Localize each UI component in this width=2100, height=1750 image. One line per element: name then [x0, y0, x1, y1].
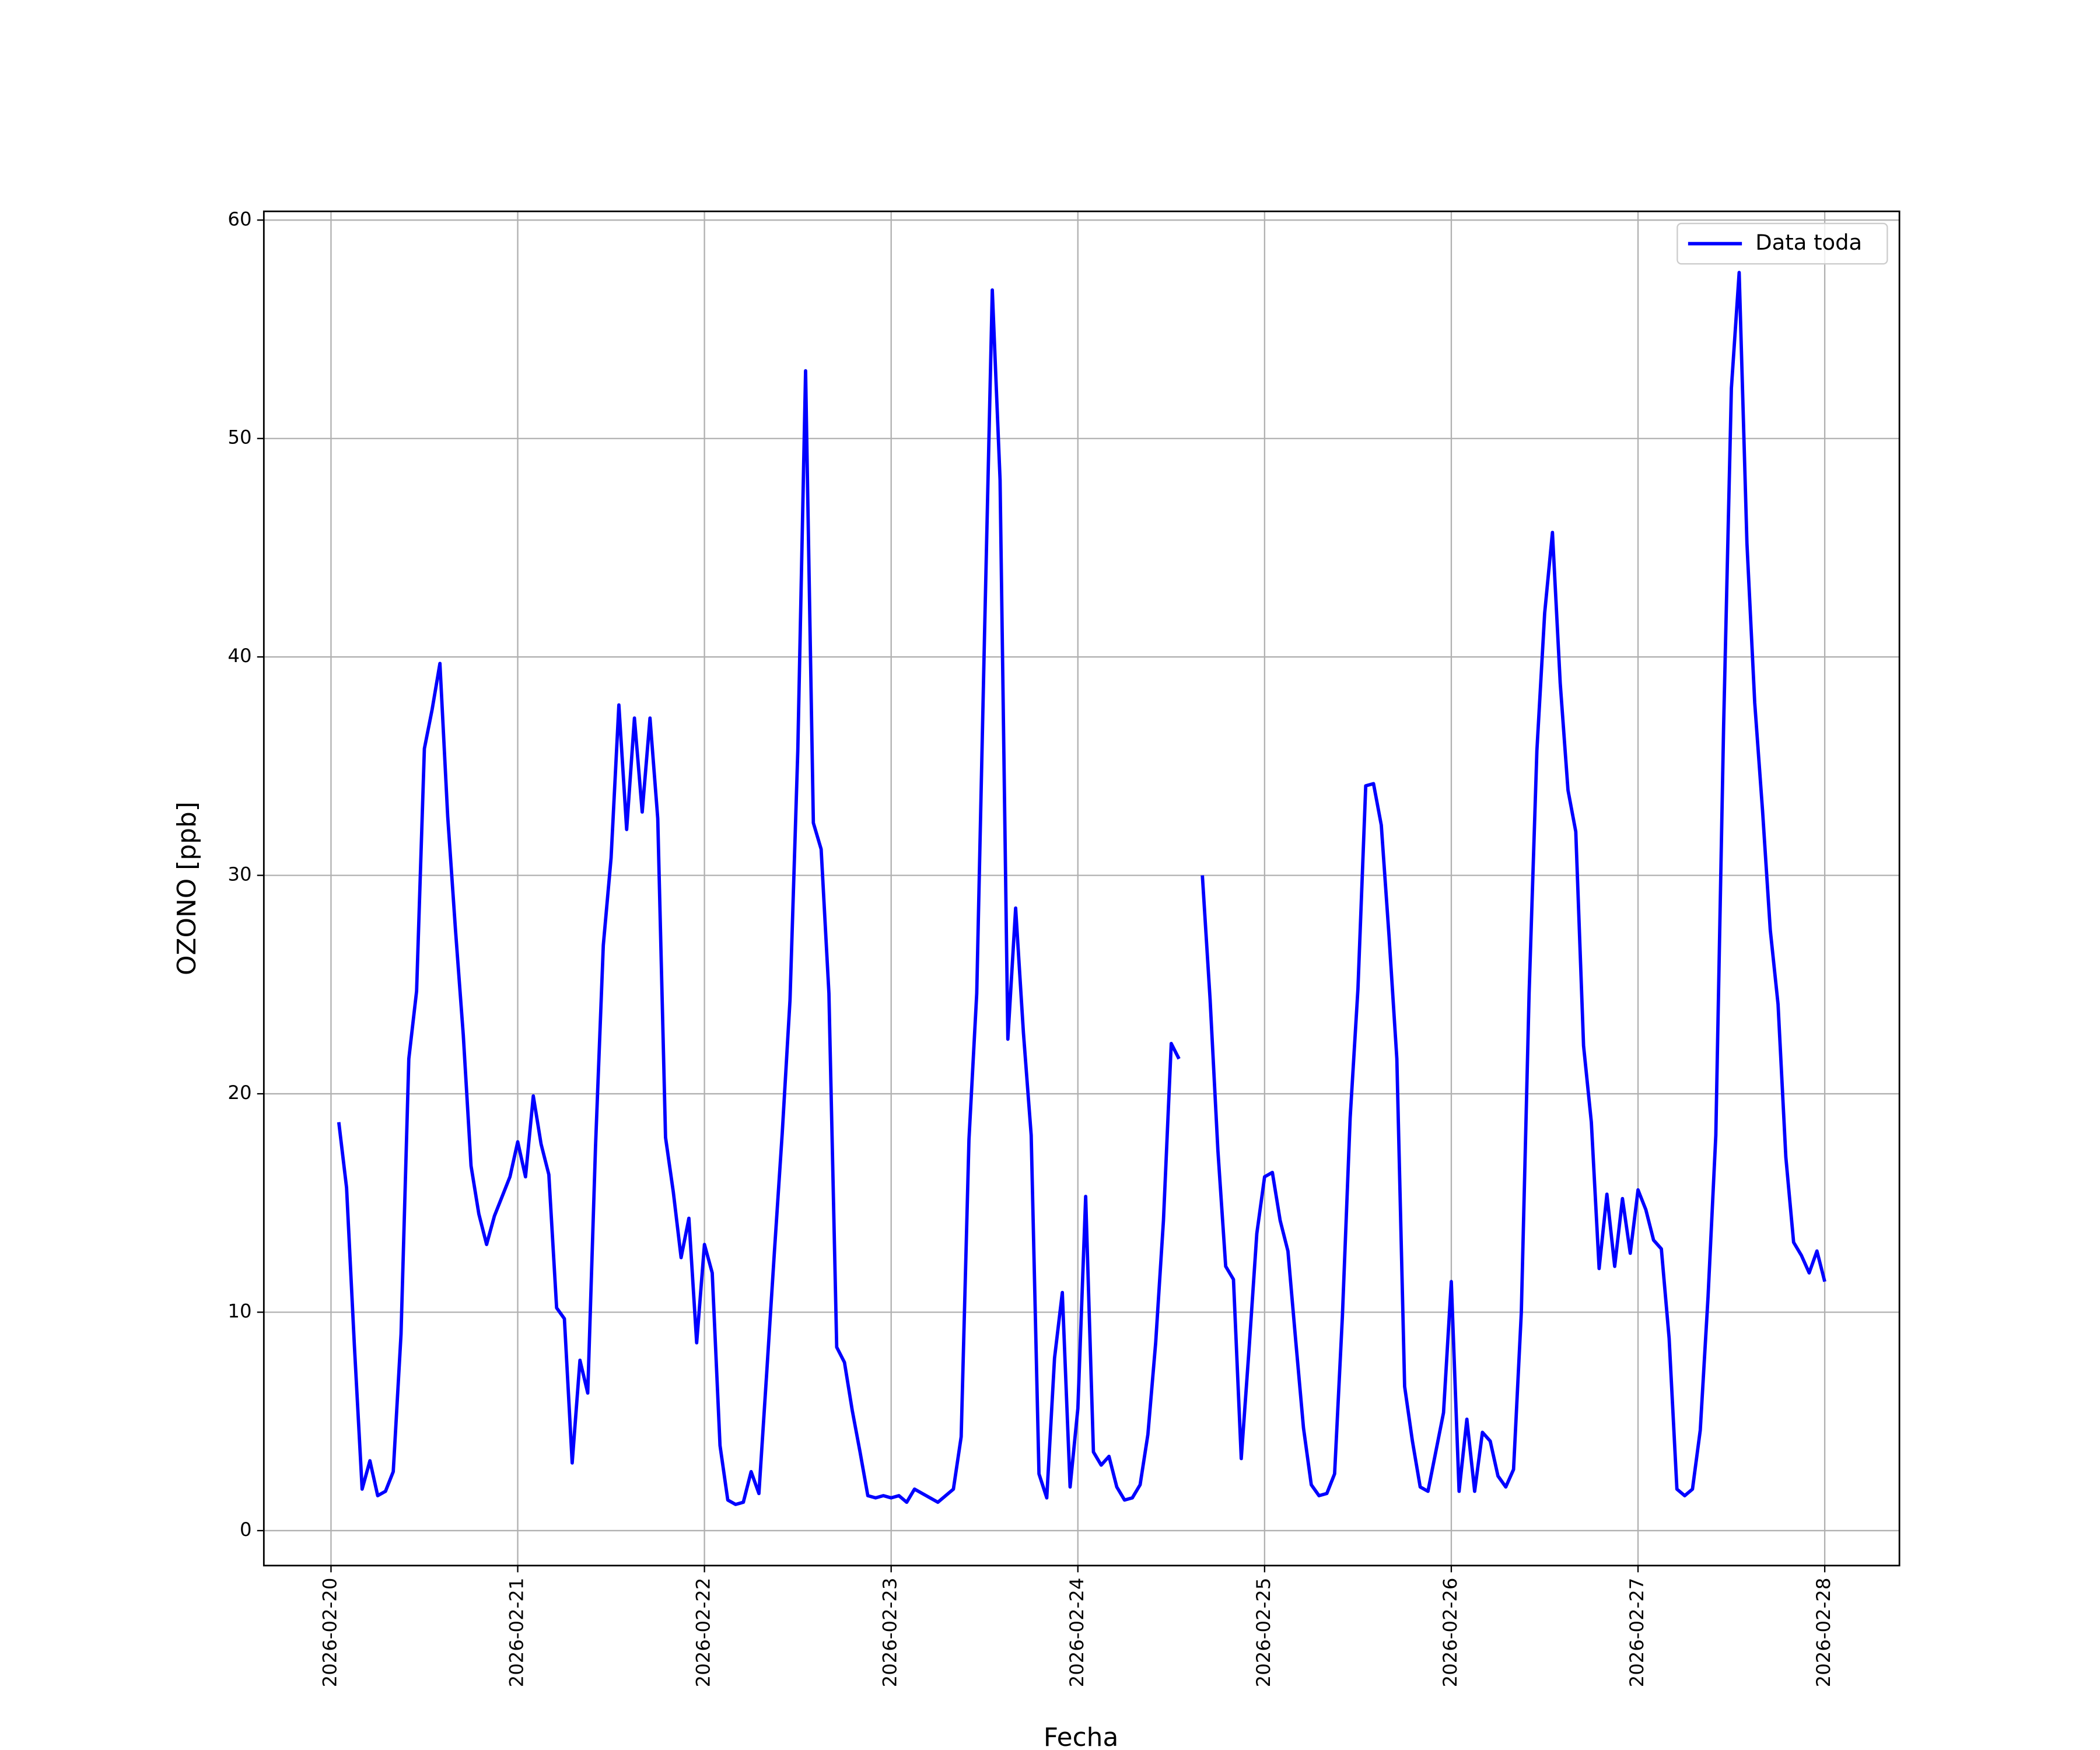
x-tick-label: 2026-02-21	[506, 1578, 528, 1688]
y-tick-label: 10	[228, 1300, 251, 1322]
x-tick-label: 2026-02-20	[318, 1578, 341, 1688]
legend-box	[1676, 222, 1888, 265]
y-axis-label: OZONO [ppb]	[172, 802, 202, 975]
y-tick-label: 30	[228, 863, 251, 886]
y-tick-label: 60	[228, 208, 251, 230]
y-tick-label: 50	[228, 426, 251, 449]
x-tick-label: 2026-02-24	[1066, 1578, 1088, 1688]
x-tick-label: 2026-02-23	[879, 1578, 901, 1688]
x-tick-label: 2026-02-25	[1252, 1578, 1275, 1688]
line-series	[337, 271, 1826, 1506]
x-tick-label: 2026-02-28	[1812, 1578, 1835, 1688]
plot-frame	[262, 210, 1901, 1567]
x-axis-label: Fecha	[1044, 1723, 1119, 1750]
x-tick-label: 2026-02-27	[1626, 1578, 1648, 1688]
y-tick-label: 0	[240, 1518, 252, 1541]
y-tick-label: 20	[228, 1082, 251, 1104]
x-tick-label: 2026-02-22	[692, 1578, 715, 1688]
legend-label: Data toda	[1755, 230, 1862, 255]
x-tick-label: 2026-02-26	[1439, 1578, 1461, 1688]
y-tick-label: 40	[228, 645, 251, 667]
